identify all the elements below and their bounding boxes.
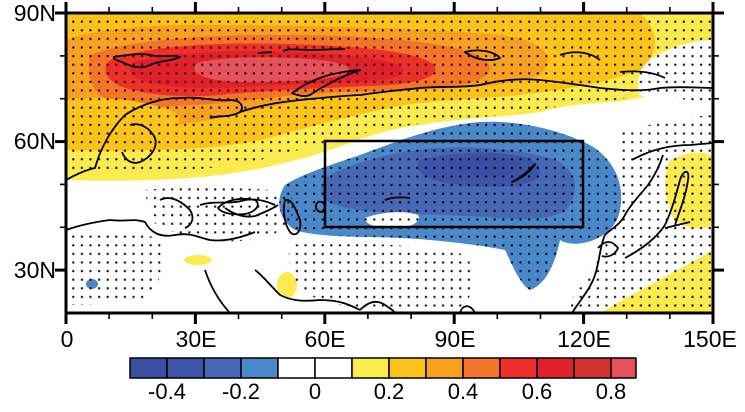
colorbar-label-0-8: 0.8 bbox=[595, 379, 627, 404]
y-tick-label-30n: 30N bbox=[13, 257, 56, 283]
x-tick-label-90e: 90E bbox=[434, 326, 476, 352]
x-tick-label-120e: 120E bbox=[557, 326, 611, 352]
x-tick-label-0: 0 bbox=[60, 326, 74, 352]
y-major-ticks bbox=[55, 11, 724, 272]
x-tick-label-150e: 150E bbox=[683, 326, 737, 352]
y-tick-label-90n: 90N bbox=[13, 0, 56, 26]
colorbar-label-0-4: 0.4 bbox=[447, 379, 479, 404]
x-tick-label-30e: 30E bbox=[175, 326, 217, 352]
x-tick-label-60e: 60E bbox=[304, 326, 346, 352]
colorbar-label-0-6: 0.6 bbox=[521, 379, 553, 404]
colorbar-label-neg-0-2: -0.2 bbox=[222, 379, 260, 404]
coastlines bbox=[66, 48, 713, 313]
anomaly-field bbox=[66, 13, 713, 313]
colorbar-label-0-2: 0.2 bbox=[373, 379, 405, 404]
plot-frame bbox=[64, 11, 715, 315]
colorbar-label-neg-0-4: -0.4 bbox=[148, 379, 186, 404]
colorbar-label-0: 0 bbox=[308, 379, 322, 404]
x-major-ticks bbox=[64, 2, 715, 324]
colorbar bbox=[129, 357, 637, 379]
y-tick-label-60n: 60N bbox=[13, 128, 56, 154]
y-minor-ticks bbox=[60, 55, 719, 229]
x-minor-ticks bbox=[108, 7, 671, 319]
highlight-box bbox=[323, 139, 585, 229]
